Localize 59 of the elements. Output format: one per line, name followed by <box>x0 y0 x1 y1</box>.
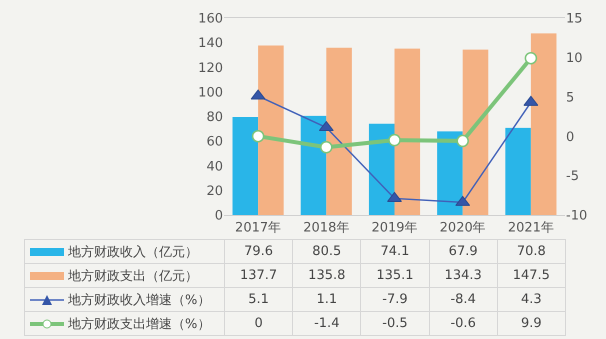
y2-tick-label: -10 <box>566 208 588 224</box>
point <box>456 134 469 148</box>
y-tick-label: 0 <box>214 208 223 224</box>
data-label: -7.9 <box>360 288 430 312</box>
data-label: 4.3 <box>497 288 566 312</box>
bar <box>530 33 556 215</box>
data-label: 5.1 <box>224 288 293 312</box>
data-label: 135.8 <box>292 264 361 288</box>
y-tick-label: 100 <box>198 85 223 100</box>
data-label: -1.4 <box>292 312 361 336</box>
bar <box>368 124 394 215</box>
y2-tick-label: 15 <box>566 12 583 27</box>
data-label: 70.8 <box>497 240 566 264</box>
x-tick-label: 2018年 <box>303 220 350 236</box>
bar <box>326 48 352 215</box>
data-label: 0 <box>224 312 293 336</box>
y-tick-label: 160 <box>198 12 223 27</box>
point <box>320 140 333 154</box>
data-label: 80.5 <box>292 240 361 264</box>
point <box>524 52 538 64</box>
legend-label: 地方财政支出增速（%） <box>68 316 210 332</box>
x-tick-label: 2019年 <box>371 220 418 236</box>
bar <box>232 116 258 215</box>
data-label: 147.5 <box>497 264 566 288</box>
y2-tick-label: -5 <box>566 169 579 184</box>
data-label: -0.6 <box>429 312 498 336</box>
point <box>387 192 402 202</box>
data-label: 67.9 <box>429 240 498 264</box>
data-label: 137.7 <box>224 264 293 288</box>
data-label: 74.1 <box>360 240 430 264</box>
legend-label: 地方财政收入（亿元） <box>68 244 198 260</box>
y-tick-label: 140 <box>198 36 223 52</box>
data-label: 9.9 <box>497 312 566 336</box>
data-label: -0.5 <box>360 312 430 336</box>
bar <box>505 128 531 215</box>
legend-label: 地方财政支出（亿元） <box>68 268 198 284</box>
data-label: 134.3 <box>429 264 498 288</box>
bar <box>300 116 326 215</box>
y2-tick-label: 5 <box>566 90 574 106</box>
data-label: 1.1 <box>292 288 361 312</box>
y-tick-label: 120 <box>198 60 223 76</box>
bar <box>394 48 420 215</box>
x-tick-label: 2017年 <box>235 220 282 236</box>
bar <box>462 50 488 215</box>
bar <box>258 45 284 215</box>
point <box>252 130 264 142</box>
legend-label: 地方财政收入增速（%） <box>68 292 210 308</box>
y2-tick-label: 0 <box>566 130 574 145</box>
x-tick-label: 2020年 <box>440 220 486 236</box>
y-tick-label: 40 <box>206 159 223 174</box>
x-tick-label: 2021年 <box>508 220 554 236</box>
y-tick-label: 20 <box>206 184 223 199</box>
data-label: -8.4 <box>429 288 498 312</box>
y-tick-label: 80 <box>206 110 223 126</box>
y-tick-label: 60 <box>206 134 223 150</box>
data-label: 79.6 <box>224 240 293 264</box>
y2-tick-label: 10 <box>566 50 583 66</box>
data-label: 135.1 <box>360 264 430 288</box>
point <box>388 134 401 146</box>
